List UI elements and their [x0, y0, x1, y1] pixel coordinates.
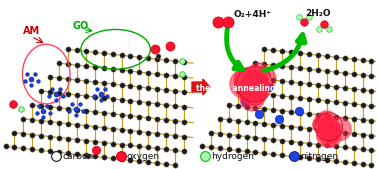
Circle shape	[254, 67, 276, 90]
Circle shape	[323, 120, 335, 133]
Circle shape	[322, 120, 340, 138]
Circle shape	[246, 73, 270, 97]
Circle shape	[243, 77, 267, 101]
Text: 2H₂O: 2H₂O	[305, 9, 331, 18]
Text: GO: GO	[73, 21, 89, 31]
Circle shape	[313, 113, 335, 135]
Circle shape	[248, 63, 270, 85]
FancyArrow shape	[192, 79, 210, 95]
Circle shape	[234, 68, 258, 92]
Circle shape	[242, 72, 267, 97]
Circle shape	[321, 119, 336, 135]
Circle shape	[316, 111, 338, 132]
Circle shape	[313, 118, 325, 131]
Circle shape	[328, 118, 351, 141]
Circle shape	[244, 75, 263, 94]
Circle shape	[319, 119, 335, 135]
Text: AM: AM	[23, 26, 40, 36]
Text: O₂+4H⁺: O₂+4H⁺	[234, 10, 272, 19]
Circle shape	[244, 73, 268, 97]
FancyArrowPatch shape	[264, 34, 305, 70]
Circle shape	[240, 87, 264, 111]
Circle shape	[331, 123, 342, 135]
Circle shape	[246, 66, 267, 87]
FancyArrowPatch shape	[226, 29, 243, 70]
Circle shape	[321, 122, 341, 141]
Circle shape	[240, 77, 263, 100]
Circle shape	[321, 117, 334, 130]
Text: nitrogen: nitrogen	[300, 152, 338, 161]
Text: oxygen: oxygen	[127, 152, 160, 161]
Circle shape	[325, 128, 338, 141]
Circle shape	[317, 122, 338, 143]
Circle shape	[246, 75, 268, 97]
Circle shape	[230, 70, 259, 98]
Circle shape	[238, 75, 268, 105]
Text: hydrogen: hydrogen	[211, 152, 254, 161]
Circle shape	[322, 124, 339, 141]
Text: carbon: carbon	[62, 152, 93, 161]
Text: thermal annealing: thermal annealing	[196, 84, 276, 93]
Circle shape	[243, 83, 266, 105]
Circle shape	[244, 74, 263, 93]
Circle shape	[243, 67, 263, 88]
Circle shape	[321, 127, 341, 147]
Circle shape	[317, 125, 338, 147]
Circle shape	[319, 113, 333, 127]
Circle shape	[234, 69, 263, 98]
Circle shape	[327, 131, 338, 143]
